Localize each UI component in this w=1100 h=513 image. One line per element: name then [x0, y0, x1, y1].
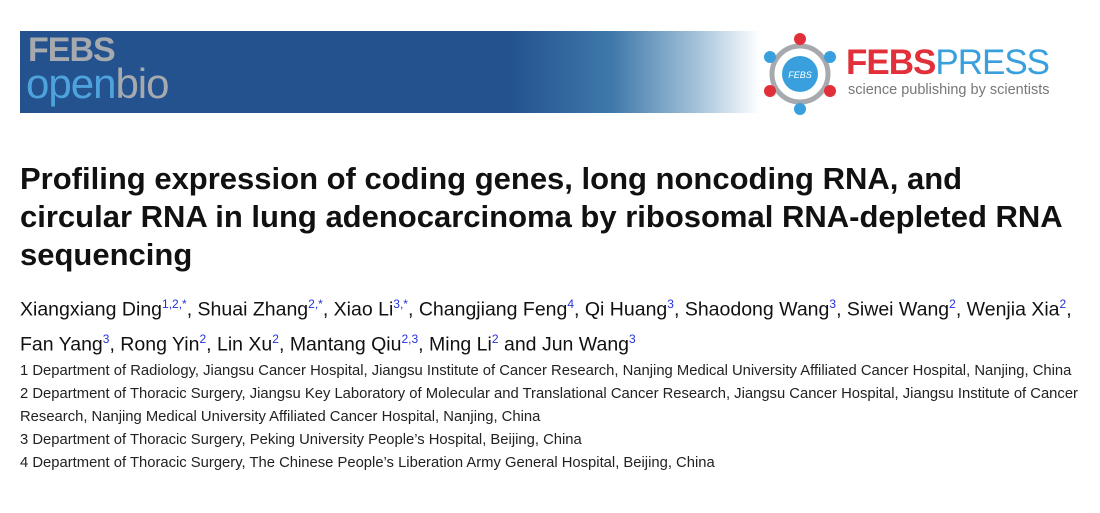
affiliation-marker[interactable]: 1,2,* — [162, 297, 187, 311]
author-separator: , — [322, 298, 334, 321]
affiliation-marker[interactable]: 2 — [949, 297, 956, 311]
svg-text:FEBS: FEBS — [788, 70, 812, 80]
affiliation-marker[interactable]: 3 — [829, 297, 837, 311]
article-title: Profiling expression of coding genes, lo… — [20, 161, 1062, 272]
publisher-logo: FEBS FEBSPRESS science publishing by sci… — [760, 30, 1080, 115]
author-name: Lin Xu — [216, 333, 273, 355]
febs-text: FEBS — [846, 43, 936, 82]
author-name: Jun Wang — [541, 333, 630, 355]
author-separator: , — [836, 298, 847, 321]
author-name: Shuai Zhang — [197, 298, 309, 321]
affiliation-marker[interactable]: 2,* — [308, 297, 323, 311]
affiliation-marker[interactable]: 2,3 — [401, 331, 419, 346]
author-name: Shaodong Wang — [684, 298, 830, 321]
journal-banner — [20, 31, 760, 113]
author-name: Qi Huang — [584, 298, 668, 321]
affiliation: 3 Department of Thoracic Surgery, Peking… — [20, 432, 582, 448]
author-separator: , — [418, 333, 429, 355]
affiliation-marker[interactable]: 2 — [272, 331, 279, 346]
author-separator: , — [955, 298, 967, 321]
author-separator: , — [673, 298, 685, 321]
author-separator: , — [407, 298, 419, 321]
affiliation: 1 Department of Radiology, Jiangsu Cance… — [20, 363, 1072, 379]
author-separator: , — [574, 298, 585, 321]
author-name: Xiao Li — [333, 298, 394, 321]
author-name: Fan Yang — [20, 333, 103, 355]
affiliation-marker[interactable]: 3 — [629, 331, 636, 346]
author-separator: , — [109, 333, 121, 355]
logo-open: open — [26, 60, 116, 107]
author-name: Changjiang Feng — [418, 298, 568, 321]
affiliation-marker[interactable]: 3,* — [393, 297, 408, 311]
publisher-tagline: science publishing by scientists — [848, 82, 1050, 98]
author-separator: , — [278, 333, 290, 355]
press-text: PRESS — [935, 43, 1050, 82]
author-name: Wenjia Xia — [966, 298, 1060, 321]
author-separator: , — [206, 333, 217, 355]
author-name: Siwei Wang — [846, 298, 950, 321]
affiliation: 2 Department of Thoracic Surgery, Jiangs… — [20, 386, 1078, 425]
affiliation-marker[interactable]: 3 — [667, 297, 674, 311]
author-name: Ming Li — [429, 333, 492, 355]
affiliation: 4 Department of Thoracic Surgery, The Ch… — [20, 455, 715, 471]
publisher-name: FEBSPRESS — [846, 43, 1050, 83]
affiliation-list: 1 Department of Radiology, Jiangsu Cance… — [20, 360, 1090, 475]
logo-bio: bio — [115, 60, 169, 107]
journal-logo-febs: FEBS — [28, 31, 116, 69]
affiliation-marker[interactable]: 4 — [567, 297, 575, 311]
author-separator: , — [1066, 298, 1072, 321]
febs-press-emblem-icon: FEBS — [764, 33, 836, 115]
author-name: Xiangxiang Ding — [20, 298, 163, 321]
author-separator: and — [498, 333, 542, 355]
affiliation-marker[interactable]: 3 — [102, 331, 110, 346]
affiliation-marker[interactable]: 2 — [199, 331, 207, 346]
author-name: Rong Yin — [120, 333, 200, 355]
affiliation-marker[interactable]: 2 — [491, 331, 499, 346]
journal-logo-openbio: openbio — [26, 60, 170, 108]
affiliation-marker[interactable]: 2 — [1059, 297, 1067, 311]
author-separator: , — [186, 298, 198, 321]
author-list: Xiangxiang Ding1,2,*, Shuai Zhang2,*, Xi… — [20, 290, 1090, 359]
author-name: Mantang Qiu — [289, 333, 402, 355]
